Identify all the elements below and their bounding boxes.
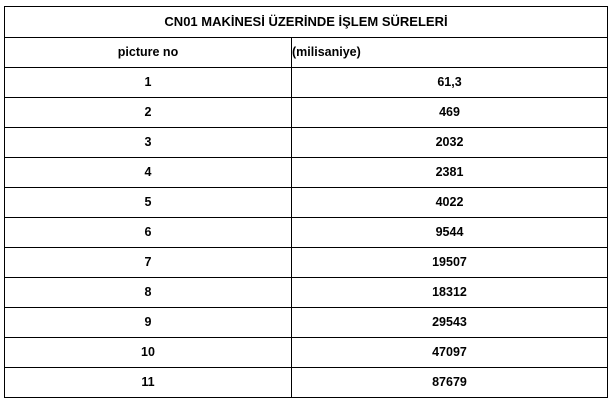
table-title-row: CN01 MAKİNESİ ÜZERİNDE İŞLEM SÜRELERİ <box>4 6 608 38</box>
duration-cell: 47097 <box>291 337 608 368</box>
table-row: 1 61,3 <box>4 67 608 98</box>
picture-no-cell: 2 <box>4 97 292 128</box>
table-title: CN01 MAKİNESİ ÜZERİNDE İŞLEM SÜRELERİ <box>4 6 608 38</box>
duration-cell: 4022 <box>291 187 608 218</box>
picture-no-cell: 9 <box>4 307 292 338</box>
duration-cell: 19507 <box>291 247 608 278</box>
duration-cell: 61,3 <box>291 67 608 98</box>
table-row: 7 19507 <box>4 247 608 278</box>
header-picture-no: picture no <box>4 37 292 68</box>
picture-no-cell: 7 <box>4 247 292 278</box>
picture-no-cell: 8 <box>4 277 292 308</box>
duration-cell: 87679 <box>291 367 608 398</box>
table-row: 5 4022 <box>4 187 608 218</box>
picture-no-cell: 4 <box>4 157 292 188</box>
table-row: 4 2381 <box>4 157 608 188</box>
table-row: 3 2032 <box>4 127 608 158</box>
header-milliseconds: (milisaniye) <box>291 37 608 68</box>
processing-times-table: CN01 MAKİNESİ ÜZERİNDE İŞLEM SÜRELERİ pi… <box>4 6 608 398</box>
picture-no-cell: 1 <box>4 67 292 98</box>
picture-no-cell: 5 <box>4 187 292 218</box>
duration-cell: 2032 <box>291 127 608 158</box>
picture-no-cell: 3 <box>4 127 292 158</box>
table-row: 6 9544 <box>4 217 608 248</box>
table-row: 2 469 <box>4 97 608 128</box>
duration-cell: 9544 <box>291 217 608 248</box>
picture-no-cell: 11 <box>4 367 292 398</box>
duration-cell: 18312 <box>291 277 608 308</box>
table-row: 9 29543 <box>4 307 608 338</box>
table-row: 8 18312 <box>4 277 608 308</box>
picture-no-cell: 6 <box>4 217 292 248</box>
table-row: 11 87679 <box>4 367 608 398</box>
duration-cell: 2381 <box>291 157 608 188</box>
picture-no-cell: 10 <box>4 337 292 368</box>
duration-cell: 29543 <box>291 307 608 338</box>
table-row: 10 47097 <box>4 337 608 368</box>
duration-cell: 469 <box>291 97 608 128</box>
table-header-row: picture no (milisaniye) <box>4 37 608 68</box>
